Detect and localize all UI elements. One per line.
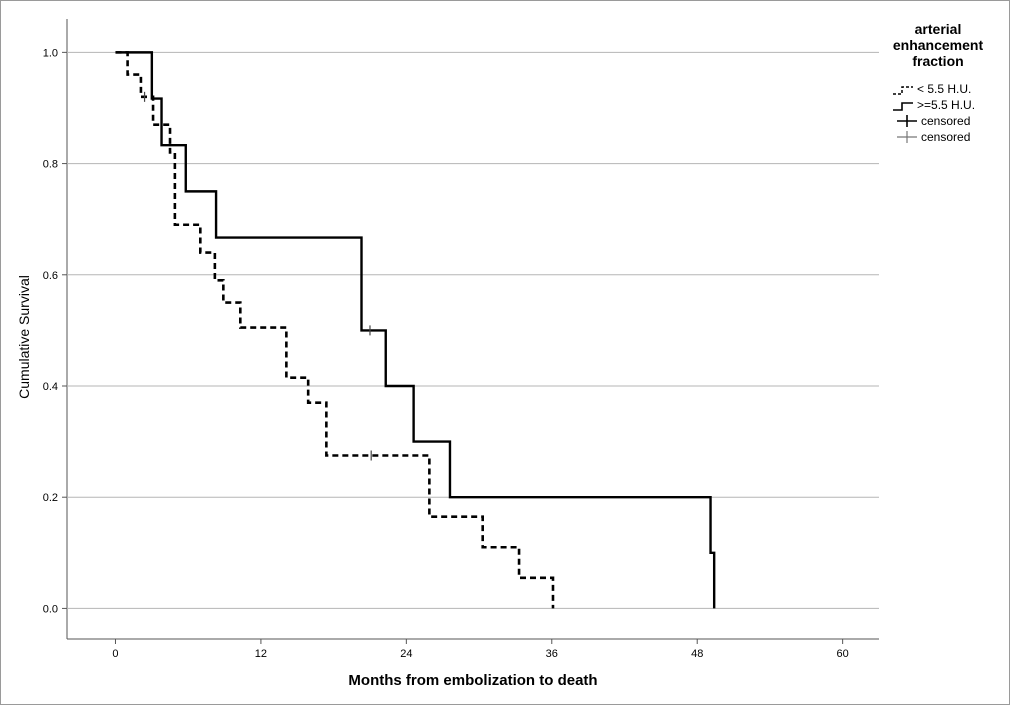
legend-entry-lt55: < 5.5 H.U.	[917, 82, 971, 96]
legend-title-line-2: enhancement	[893, 37, 984, 53]
y-tick-label: 0.8	[43, 159, 58, 171]
legend-solid-step-icon	[893, 102, 913, 111]
survival-curve-lt55	[115, 51, 555, 609]
legend-title-line-3: fraction	[912, 53, 963, 69]
x-tick-label: 48	[691, 648, 703, 660]
x-axis-label: Months from embolization to death	[348, 672, 597, 689]
x-axis-ticks: 0 12 24 36 48 60	[112, 639, 849, 660]
x-tick-label: 24	[400, 648, 412, 660]
y-tick-label: 0.6	[43, 270, 58, 282]
x-tick-label: 60	[837, 648, 849, 660]
legend-entry-censored-1: censored	[921, 114, 970, 128]
x-tick-label: 12	[255, 648, 267, 660]
survival-curve-ge55	[115, 51, 716, 609]
legend-dashed-step-icon	[893, 86, 913, 95]
legend-entry-ge55: >=5.5 H.U.	[917, 98, 975, 112]
y-tick-label: 0.2	[43, 492, 58, 504]
gridlines	[67, 51, 879, 609]
legend-entry-censored-2: censored	[921, 130, 970, 144]
y-axis-label: Cumulative Survival	[16, 275, 32, 399]
series-lines	[115, 51, 716, 609]
legend-title-line-1: arterial	[915, 21, 962, 37]
y-tick-label: 0.4	[43, 381, 58, 393]
x-tick-label: 0	[112, 648, 118, 660]
y-tick-label: 0.0	[43, 603, 58, 615]
legend: arterial enhancement fraction < 5.5 H.U.…	[893, 21, 984, 144]
censor-marks	[143, 91, 372, 461]
legend-censored-icon-2	[897, 131, 917, 143]
x-tick-label: 36	[546, 648, 558, 660]
y-axis-ticks: 0.0 0.2 0.4 0.6 0.8 1.0	[43, 47, 67, 615]
y-tick-label: 1.0	[43, 47, 58, 59]
legend-censored-icon-1	[897, 115, 917, 127]
